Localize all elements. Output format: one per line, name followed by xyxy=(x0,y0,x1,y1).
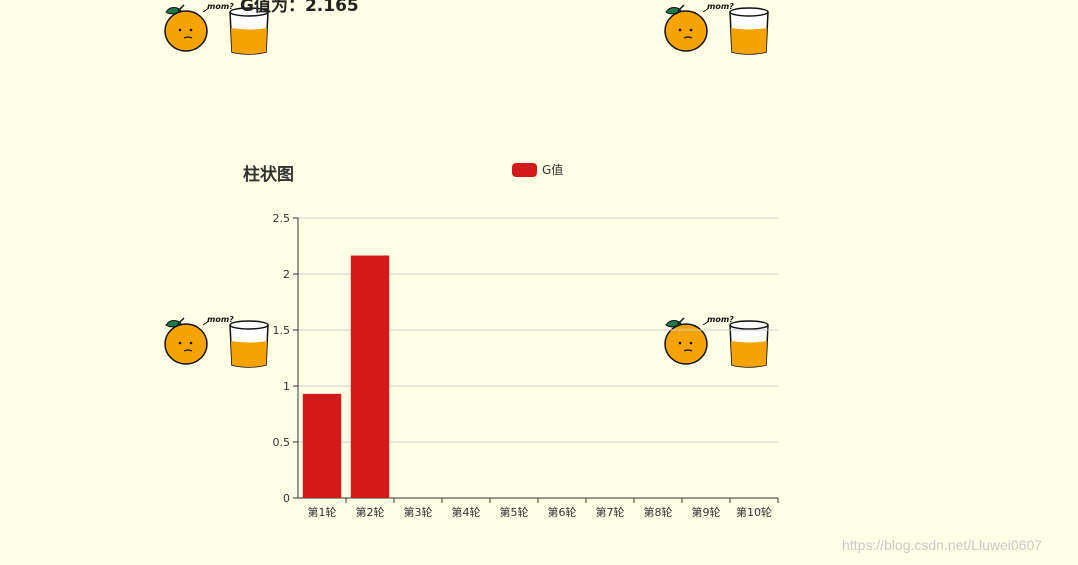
y-tick-label: 0.5 xyxy=(273,436,291,449)
svg-text:mom?: mom? xyxy=(707,315,734,324)
x-tick-label: 第4轮 xyxy=(452,505,481,519)
chart-legend[interactable]: G值 xyxy=(512,161,563,178)
svg-text:mom?: mom? xyxy=(207,315,234,324)
svg-text:mom?: mom? xyxy=(707,2,734,11)
x-tick-label: 第5轮 xyxy=(500,505,529,519)
legend-label: G值 xyxy=(542,163,564,177)
y-tick-label: 0 xyxy=(283,492,290,505)
y-tick-label: 2 xyxy=(283,268,290,281)
x-tick-label: 第10轮 xyxy=(736,505,772,519)
svg-text:mom?: mom? xyxy=(207,2,234,11)
x-tick-label: 第9轮 xyxy=(692,505,721,519)
y-tick-label: 2.5 xyxy=(273,212,291,225)
orange-juice-sticker-mid-right: mom? xyxy=(658,313,770,369)
bar-1 xyxy=(302,393,342,498)
orange-juice-sticker-top-right: mom? xyxy=(658,0,770,56)
y-tick-label: 1.5 xyxy=(273,324,291,337)
g-value-result-text: G值为：2.165 xyxy=(240,0,359,16)
x-tick-label: 第6轮 xyxy=(548,505,577,519)
legend-swatch-icon xyxy=(512,162,537,177)
x-tick-label: 第2轮 xyxy=(356,505,385,519)
chart-title: 柱状图 xyxy=(243,165,294,185)
y-tick-label: 1 xyxy=(283,380,290,393)
x-tick-label: 第1轮 xyxy=(308,505,337,519)
watermark-url: https://blog.csdn.net/Lluwei0607 xyxy=(842,537,1043,553)
bar-2 xyxy=(350,255,390,498)
orange-juice-sticker-top-left: mom? xyxy=(158,0,270,56)
x-tick-label: 第3轮 xyxy=(404,505,433,519)
x-tick-label: 第8轮 xyxy=(644,505,673,519)
x-tick-label: 第7轮 xyxy=(596,505,625,519)
orange-juice-sticker-mid-left: mom? xyxy=(158,313,270,369)
